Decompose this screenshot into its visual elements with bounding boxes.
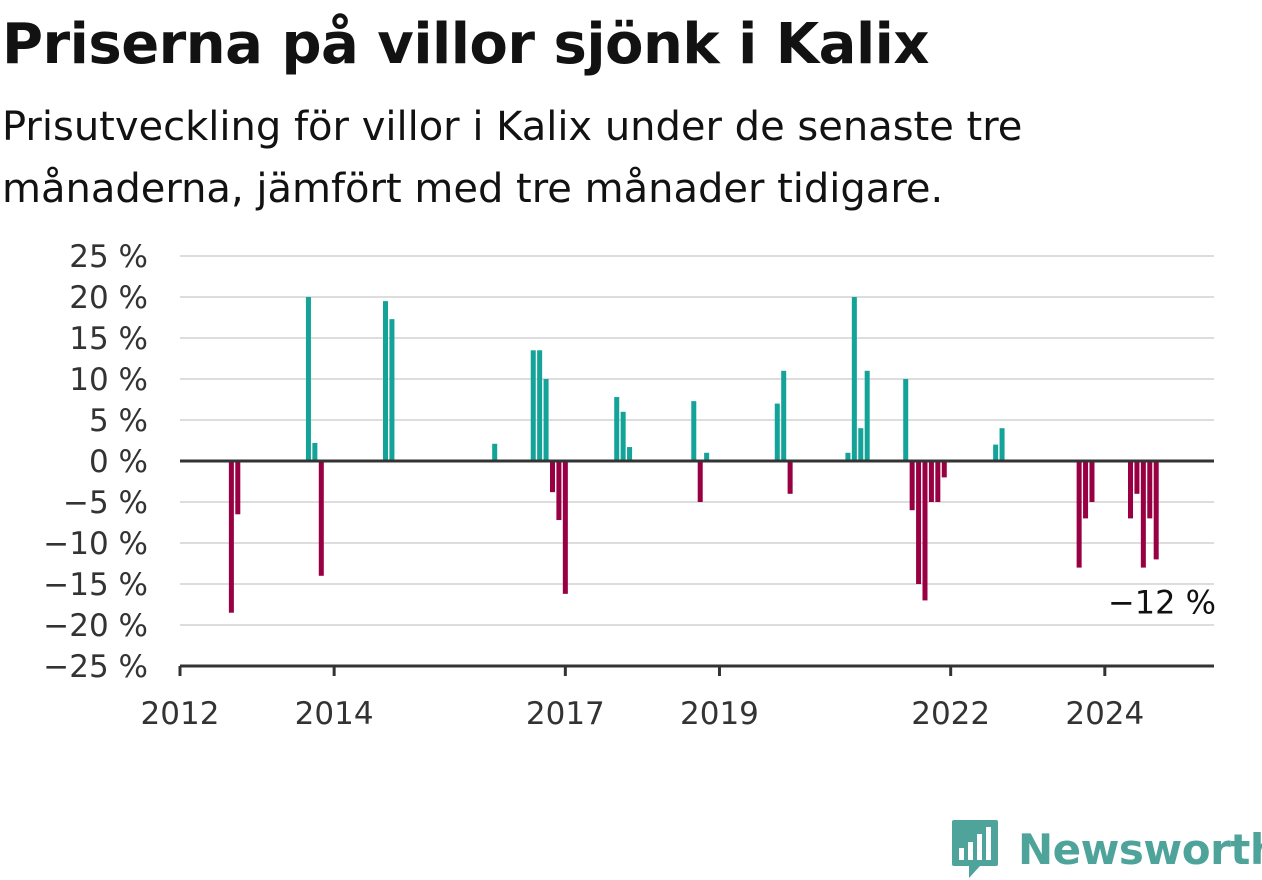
brand: Newsworthy [950,818,1262,880]
y-tick-labels: 25 % 20 % 15 % 10 % 5 % 0 % −5 % −10 % −15 % −20 … [43,239,148,685]
y-tick-label: −10 % [43,526,148,562]
bar [305,297,311,461]
bar [492,443,498,461]
newsworthy-logo-icon [952,820,998,878]
bar [864,370,870,461]
bar [620,411,626,461]
y-tick-label: 5 % [89,403,148,439]
bar [787,461,793,494]
bar [999,428,1005,461]
bar [941,461,947,478]
bar [1147,461,1153,519]
bar [312,442,318,461]
bar [1083,461,1089,519]
bar [383,301,389,461]
bar [1128,461,1134,519]
y-tick-label: −20 % [43,608,148,644]
bar [916,461,922,584]
chart-title: Priserna på villor sjönk i Kalix [2,12,929,77]
bar [235,461,241,515]
y-tick-label: −5 % [63,485,148,521]
bar [774,403,780,461]
bar [909,461,915,511]
bar [704,452,710,461]
bar [614,397,620,461]
chart-subtitle: Prisutveckling för villor i Kalix under … [2,104,1023,212]
y-tick-label: −15 % [43,567,148,603]
bar [389,319,395,461]
bar [993,444,999,461]
x-tick-label: 2017 [526,696,605,732]
bar [697,461,703,502]
x-tick-label: 2014 [295,696,374,732]
y-tick-label: −25 % [43,649,148,685]
y-tick-label: 10 % [69,362,148,398]
bar [1076,461,1082,568]
bar [228,461,234,613]
bar [935,461,941,502]
bar [562,461,568,594]
bar [928,461,934,502]
axes [178,459,1214,676]
x-tick-label: 2012 [141,696,220,732]
bar [537,350,543,461]
gridlines [180,255,1214,626]
bar [781,370,787,461]
y-tick-label: 0 % [89,444,148,480]
y-tick-label: 20 % [69,280,148,316]
x-tick-label: 2022 [911,696,990,732]
bar [1134,461,1140,494]
bar-chart: 25 % 20 % 15 % 10 % 5 % 0 % −5 % −10 % −15 % −20 … [43,239,1216,732]
bar [530,350,536,461]
bar [543,379,549,461]
bar [318,461,324,576]
bars [228,297,1159,613]
y-tick-label: 15 % [69,321,148,357]
bar [858,428,864,461]
bar [845,452,851,461]
bar [1140,461,1146,568]
bar [627,447,633,461]
bar [851,297,857,461]
bar [691,401,697,461]
x-tick-label: 2024 [1065,696,1144,732]
y-tick-label: 25 % [69,239,148,275]
bar [556,461,562,521]
x-tick-labels: 2012 2014 2017 2019 2022 2024 [141,696,1145,732]
bar [922,461,928,601]
bar [1153,461,1159,560]
x-tick-label: 2019 [680,696,759,732]
last-value-annotation: −12 % [1108,583,1216,621]
bar [1089,461,1095,502]
brand-name: Newsworthy [1018,824,1262,874]
bar [903,379,909,461]
bar [549,461,555,493]
